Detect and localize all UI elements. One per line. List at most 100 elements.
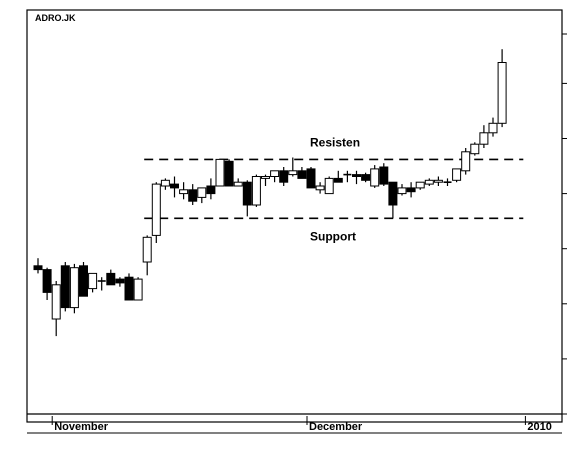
candle <box>343 170 352 183</box>
candle-body <box>415 181 425 189</box>
candle-body <box>233 181 243 187</box>
candle <box>79 262 88 297</box>
x-tick-label: December <box>309 421 363 433</box>
candle-body <box>197 187 207 198</box>
candle <box>179 182 189 200</box>
candle-body <box>42 269 52 293</box>
candle-body <box>151 183 161 236</box>
candle-body <box>270 170 280 178</box>
candle-body <box>242 181 252 206</box>
candle-body <box>452 168 462 181</box>
candle <box>333 170 343 183</box>
candle-body <box>106 272 116 286</box>
x-tick-label: 2010 <box>527 421 551 433</box>
candle <box>397 184 407 196</box>
axes: November December 2010 <box>26 9 567 434</box>
candle <box>69 263 79 314</box>
candle-body <box>279 170 289 183</box>
candle <box>288 157 298 177</box>
candle <box>197 187 207 204</box>
candle-body <box>251 176 261 206</box>
resistance-label: Resisten <box>310 135 360 149</box>
candle <box>443 178 452 186</box>
candle-body <box>188 189 198 202</box>
candles <box>33 49 507 337</box>
candle <box>33 258 43 274</box>
candle-body <box>324 177 334 195</box>
candle-body <box>288 170 298 176</box>
candle <box>115 277 125 287</box>
candle-body <box>160 179 170 187</box>
candle-body <box>315 185 325 191</box>
candle <box>461 148 471 175</box>
candle <box>51 281 61 337</box>
candle-body <box>479 132 489 145</box>
x-tick-label: November <box>54 421 109 433</box>
candle-body <box>361 174 371 181</box>
candle-body <box>488 122 498 134</box>
candle <box>324 176 334 195</box>
candle <box>142 235 152 276</box>
candle <box>215 158 225 187</box>
candle <box>242 180 252 217</box>
candle <box>279 167 289 186</box>
candle-body <box>33 265 43 271</box>
candle <box>370 165 380 188</box>
candle-body <box>470 143 480 155</box>
candle-body <box>297 170 307 179</box>
candle-body <box>69 267 79 309</box>
candle <box>452 168 462 183</box>
candle-body <box>352 174 361 178</box>
candle <box>42 267 52 300</box>
candle <box>361 172 371 183</box>
candle <box>479 125 489 148</box>
chart-title: ADRO.JK <box>35 13 76 23</box>
candle-body <box>79 265 88 297</box>
candle <box>261 174 270 186</box>
candle-body <box>51 284 61 320</box>
candle <box>306 167 316 189</box>
candle-body <box>333 177 343 183</box>
candle <box>424 178 434 186</box>
candle-body <box>388 181 398 206</box>
candle <box>170 176 179 198</box>
candle <box>60 262 70 312</box>
candle <box>97 277 106 291</box>
candle <box>297 167 307 179</box>
candle-body <box>397 187 407 195</box>
candle <box>488 117 498 137</box>
candle-body <box>370 168 380 187</box>
candle-body <box>497 62 507 124</box>
candle-body <box>88 272 98 290</box>
candle <box>151 182 161 243</box>
candle <box>133 277 143 301</box>
candle <box>379 163 389 186</box>
candle-body <box>206 185 216 195</box>
candle <box>388 181 398 219</box>
candle <box>406 182 416 198</box>
candle <box>270 170 280 183</box>
candle-body <box>461 151 471 172</box>
candle <box>106 269 116 286</box>
candle-body <box>306 168 316 189</box>
candle-body <box>142 236 152 263</box>
candle-body <box>60 265 70 309</box>
candle <box>88 272 98 293</box>
candle <box>251 174 261 207</box>
candle <box>433 176 443 186</box>
candle-body <box>215 158 225 187</box>
candle-body <box>224 160 234 187</box>
candle-body <box>179 189 189 195</box>
candle-body <box>124 276 134 301</box>
candle <box>233 178 243 187</box>
candle <box>470 142 480 156</box>
plot-frame <box>26 9 563 423</box>
candle <box>188 184 198 205</box>
candle <box>160 178 170 190</box>
candle-body <box>133 278 143 301</box>
candle-body <box>424 179 434 185</box>
candle-body <box>379 166 389 185</box>
candle-body <box>115 278 125 284</box>
candle <box>352 170 361 185</box>
